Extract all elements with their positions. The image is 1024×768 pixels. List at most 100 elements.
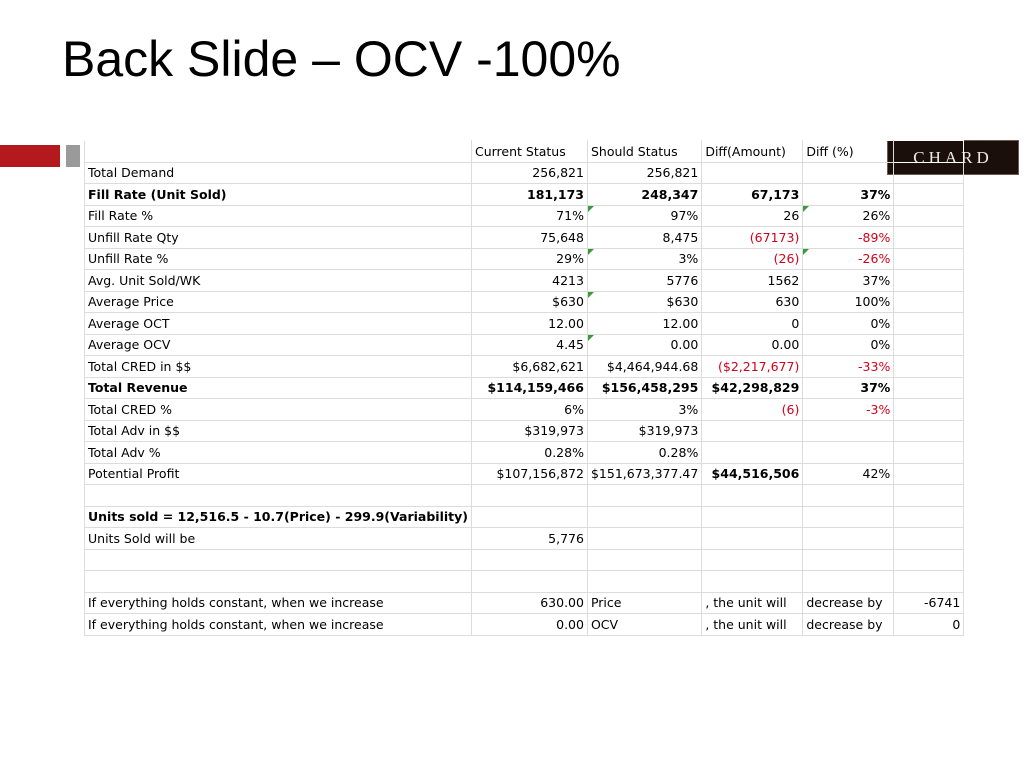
table-cell: 1562 bbox=[701, 269, 804, 292]
table-row: Average OCT 12.00 12.00 0 0% bbox=[84, 312, 965, 335]
table-cell bbox=[586, 548, 703, 571]
table-row: Average Price $630 $630 630 100% bbox=[84, 290, 965, 313]
table-cell bbox=[470, 570, 588, 593]
table-cell: (67173) bbox=[701, 226, 804, 249]
table-cell: Total Demand bbox=[84, 161, 472, 184]
table-row: Units sold = 12,516.5 - 10.7(Price) - 29… bbox=[84, 505, 965, 528]
table-cell: Total Adv % bbox=[84, 441, 472, 464]
table-cell bbox=[802, 527, 895, 550]
table-cell: 37% bbox=[802, 183, 895, 206]
table-cell: $630 bbox=[586, 290, 703, 313]
table-cell: Total Revenue bbox=[84, 376, 472, 399]
table-row: Units Sold will be 5,776 bbox=[84, 527, 965, 550]
table-cell: 248,347 bbox=[586, 183, 703, 206]
table-cell: -3% bbox=[802, 398, 895, 421]
table-cell bbox=[470, 484, 588, 507]
table-cell: 12.00 bbox=[586, 312, 703, 335]
table-cell: $6,682,621 bbox=[470, 355, 588, 378]
table-cell: 100% bbox=[802, 290, 895, 313]
table-cell bbox=[893, 484, 965, 507]
header-cell: Diff(Amount) bbox=[701, 140, 804, 163]
table-cell: 0.00 bbox=[470, 613, 588, 636]
table-cell: Units sold = 12,516.5 - 10.7(Price) - 29… bbox=[84, 505, 472, 528]
header-cell bbox=[893, 140, 965, 163]
table-cell bbox=[893, 204, 965, 227]
table-row bbox=[84, 570, 965, 593]
header-cell: Diff (%) bbox=[802, 140, 895, 163]
table-cell: decrease by bbox=[802, 613, 895, 636]
table-cell: 0.28% bbox=[586, 441, 703, 464]
table-cell bbox=[893, 161, 965, 184]
table-cell bbox=[586, 484, 703, 507]
accent-red-bar bbox=[0, 145, 60, 167]
table-cell bbox=[84, 548, 472, 571]
table-cell: $630 bbox=[470, 290, 588, 313]
table-cell: $114,159,466 bbox=[470, 376, 588, 399]
table-cell bbox=[586, 570, 703, 593]
table-cell: -26% bbox=[802, 247, 895, 270]
table-cell bbox=[470, 505, 588, 528]
table-cell: If everything holds constant, when we in… bbox=[84, 613, 472, 636]
table-cell: 26 bbox=[701, 204, 804, 227]
table-cell bbox=[701, 419, 804, 442]
table-cell bbox=[701, 484, 804, 507]
table-cell: , the unit will bbox=[701, 613, 804, 636]
table-cell: 0 bbox=[701, 312, 804, 335]
table-row: Fill Rate (Unit Sold) 181,173 248,347 67,17… bbox=[84, 183, 965, 206]
table-cell: , the unit will bbox=[701, 591, 804, 614]
table-cell bbox=[893, 505, 965, 528]
table-cell bbox=[893, 333, 965, 356]
table-cell: 0% bbox=[802, 312, 895, 335]
table-cell: $151,673,377.47 bbox=[586, 462, 703, 485]
table-cell bbox=[893, 441, 965, 464]
table-cell: 3% bbox=[586, 247, 703, 270]
table-cell: 29% bbox=[470, 247, 588, 270]
table-cell bbox=[893, 527, 965, 550]
table-cell: -33% bbox=[802, 355, 895, 378]
table-cell bbox=[893, 462, 965, 485]
table-cell bbox=[802, 505, 895, 528]
table-cell: 67,173 bbox=[701, 183, 804, 206]
table-cell bbox=[470, 548, 588, 571]
data-table: Current Status Should Status Diff(Amount) D… bbox=[84, 140, 965, 636]
table-cell bbox=[893, 312, 965, 335]
table-cell: 4.45 bbox=[470, 333, 588, 356]
table-cell bbox=[893, 247, 965, 270]
table-cell: 181,173 bbox=[470, 183, 588, 206]
table-cell: decrease by bbox=[802, 591, 895, 614]
table-cell bbox=[84, 570, 472, 593]
table-row: Unfill Rate Qty 75,648 8,475 (67173) -89% bbox=[84, 226, 965, 249]
table-cell: 37% bbox=[802, 269, 895, 292]
table-cell: -89% bbox=[802, 226, 895, 249]
table-cell: Fill Rate (Unit Sold) bbox=[84, 183, 472, 206]
table-cell: 71% bbox=[470, 204, 588, 227]
table-cell: 5,776 bbox=[470, 527, 588, 550]
table-cell bbox=[893, 419, 965, 442]
table-cell bbox=[893, 290, 965, 313]
table-cell: Average OCV bbox=[84, 333, 472, 356]
table-cell bbox=[802, 161, 895, 184]
table-cell: (26) bbox=[701, 247, 804, 270]
header-cell bbox=[84, 140, 472, 163]
table-cell: $42,298,829 bbox=[701, 376, 804, 399]
table-row bbox=[84, 548, 965, 571]
table-cell: $319,973 bbox=[586, 419, 703, 442]
table-cell: 37% bbox=[802, 376, 895, 399]
table-row: If everything holds constant, when we in… bbox=[84, 613, 965, 636]
table-cell: Units Sold will be bbox=[84, 527, 472, 550]
table-cell: Potential Profit bbox=[84, 462, 472, 485]
header-cell: Current Status bbox=[470, 140, 588, 163]
table-row: Total Revenue $114,159,466 $156,458,295 $42… bbox=[84, 376, 965, 399]
table-cell: 0% bbox=[802, 333, 895, 356]
table-cell bbox=[893, 183, 965, 206]
table-cell: 630.00 bbox=[470, 591, 588, 614]
table-cell: 75,648 bbox=[470, 226, 588, 249]
table-cell: Average OCT bbox=[84, 312, 472, 335]
table-cell bbox=[893, 355, 965, 378]
table-row: Total CRED in $$ $6,682,621 $4,464,944.68(… bbox=[84, 355, 965, 378]
table-row: Average OCV 4.45 0.00 0.00 0% bbox=[84, 333, 965, 356]
table-cell: $156,458,295 bbox=[586, 376, 703, 399]
table-cell: ($2,217,677) bbox=[701, 355, 804, 378]
table-cell: $4,464,944.68 bbox=[586, 355, 703, 378]
table-cell bbox=[802, 419, 895, 442]
